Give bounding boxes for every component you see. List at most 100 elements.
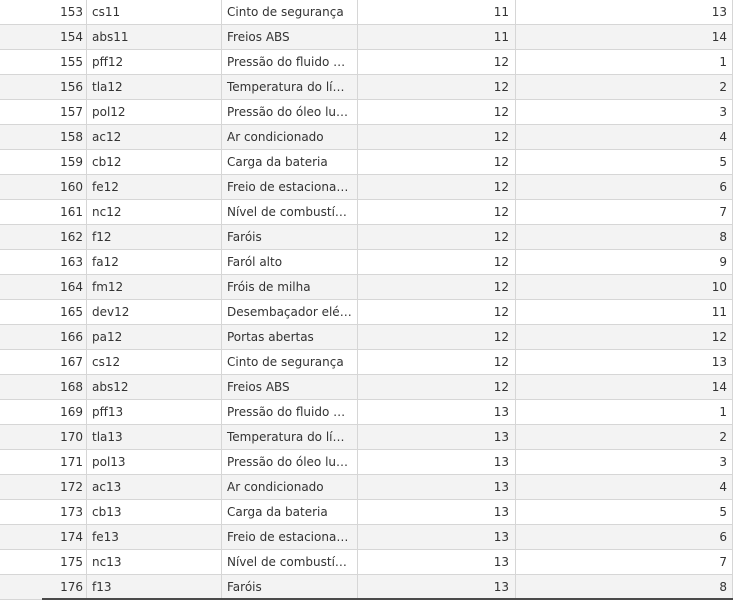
row-id-cell[interactable]: 160 xyxy=(0,175,87,199)
row-description-cell[interactable]: Freio de estacionamento xyxy=(222,175,358,199)
row-group-cell[interactable]: 12 xyxy=(358,150,516,174)
table-row[interactable]: 176 f13 Faróis 13 8 xyxy=(0,575,733,600)
row-description-cell[interactable]: Portas abertas xyxy=(222,325,358,349)
row-description-cell[interactable]: Nível de combustível xyxy=(222,200,358,224)
row-id-cell[interactable]: 156 xyxy=(0,75,87,99)
row-code-cell[interactable]: abs12 xyxy=(87,375,222,399)
row-group-cell[interactable]: 12 xyxy=(358,275,516,299)
row-code-cell[interactable]: f13 xyxy=(87,575,222,599)
row-description-cell[interactable]: Cinto de segurança xyxy=(222,0,358,24)
row-description-cell[interactable]: Temperatura do líquido xyxy=(222,425,358,449)
row-code-cell[interactable]: tla13 xyxy=(87,425,222,449)
row-group-cell[interactable]: 11 xyxy=(358,0,516,24)
row-group-cell[interactable]: 13 xyxy=(358,475,516,499)
table-row[interactable]: 153 cs11 Cinto de segurança 11 13 xyxy=(0,0,733,25)
row-order-cell[interactable]: 4 xyxy=(516,475,733,499)
row-group-cell[interactable]: 12 xyxy=(358,375,516,399)
row-code-cell[interactable]: pa12 xyxy=(87,325,222,349)
row-code-cell[interactable]: cb13 xyxy=(87,500,222,524)
row-id-cell[interactable]: 173 xyxy=(0,500,87,524)
row-code-cell[interactable]: nc13 xyxy=(87,550,222,574)
row-order-cell[interactable]: 6 xyxy=(516,525,733,549)
row-description-cell[interactable]: Cinto de segurança xyxy=(222,350,358,374)
row-order-cell[interactable]: 5 xyxy=(516,150,733,174)
row-id-cell[interactable]: 176 xyxy=(0,575,87,599)
row-group-cell[interactable]: 12 xyxy=(358,350,516,374)
row-code-cell[interactable]: abs11 xyxy=(87,25,222,49)
row-description-cell[interactable]: Pressão do fluido do freio xyxy=(222,50,358,74)
row-code-cell[interactable]: dev12 xyxy=(87,300,222,324)
row-id-cell[interactable]: 165 xyxy=(0,300,87,324)
row-id-cell[interactable]: 167 xyxy=(0,350,87,374)
row-order-cell[interactable]: 9 xyxy=(516,250,733,274)
table-row[interactable]: 154 abs11 Freios ABS 11 14 xyxy=(0,25,733,50)
row-id-cell[interactable]: 159 xyxy=(0,150,87,174)
row-description-cell[interactable]: Desembaçador elétrico xyxy=(222,300,358,324)
row-id-cell[interactable]: 171 xyxy=(0,450,87,474)
row-id-cell[interactable]: 161 xyxy=(0,200,87,224)
row-code-cell[interactable]: tla12 xyxy=(87,75,222,99)
row-group-cell[interactable]: 13 xyxy=(358,500,516,524)
row-description-cell[interactable]: Faróis xyxy=(222,575,358,599)
row-code-cell[interactable]: nc12 xyxy=(87,200,222,224)
row-order-cell[interactable]: 14 xyxy=(516,25,733,49)
row-code-cell[interactable]: ac12 xyxy=(87,125,222,149)
row-group-cell[interactable]: 12 xyxy=(358,300,516,324)
row-order-cell[interactable]: 11 xyxy=(516,300,733,324)
table-row[interactable]: 167 cs12 Cinto de segurança 12 13 xyxy=(0,350,733,375)
row-id-cell[interactable]: 154 xyxy=(0,25,87,49)
row-id-cell[interactable]: 170 xyxy=(0,425,87,449)
row-id-cell[interactable]: 155 xyxy=(0,50,87,74)
row-code-cell[interactable]: cb12 xyxy=(87,150,222,174)
row-group-cell[interactable]: 12 xyxy=(358,100,516,124)
row-description-cell[interactable]: Nível de combustível xyxy=(222,550,358,574)
table-row[interactable]: 158 ac12 Ar condicionado 12 4 xyxy=(0,125,733,150)
row-id-cell[interactable]: 153 xyxy=(0,0,87,24)
table-row[interactable]: 161 nc12 Nível de combustível 12 7 xyxy=(0,200,733,225)
row-code-cell[interactable]: fe12 xyxy=(87,175,222,199)
row-group-cell[interactable]: 13 xyxy=(358,400,516,424)
row-order-cell[interactable]: 1 xyxy=(516,400,733,424)
row-description-cell[interactable]: Freios ABS xyxy=(222,375,358,399)
row-code-cell[interactable]: pff13 xyxy=(87,400,222,424)
row-id-cell[interactable]: 158 xyxy=(0,125,87,149)
row-order-cell[interactable]: 1 xyxy=(516,50,733,74)
table-row[interactable]: 159 cb12 Carga da bateria 12 5 xyxy=(0,150,733,175)
row-group-cell[interactable]: 11 xyxy=(358,25,516,49)
table-row[interactable]: 168 abs12 Freios ABS 12 14 xyxy=(0,375,733,400)
row-id-cell[interactable]: 157 xyxy=(0,100,87,124)
table-row[interactable]: 163 fa12 Faról alto 12 9 xyxy=(0,250,733,275)
row-id-cell[interactable]: 166 xyxy=(0,325,87,349)
row-id-cell[interactable]: 162 xyxy=(0,225,87,249)
row-order-cell[interactable]: 7 xyxy=(516,200,733,224)
row-description-cell[interactable]: Faról alto xyxy=(222,250,358,274)
row-description-cell[interactable]: Carga da bateria xyxy=(222,500,358,524)
table-row[interactable]: 166 pa12 Portas abertas 12 12 xyxy=(0,325,733,350)
row-order-cell[interactable]: 13 xyxy=(516,0,733,24)
row-id-cell[interactable]: 174 xyxy=(0,525,87,549)
row-code-cell[interactable]: fe13 xyxy=(87,525,222,549)
row-order-cell[interactable]: 12 xyxy=(516,325,733,349)
row-id-cell[interactable]: 168 xyxy=(0,375,87,399)
table-row[interactable]: 172 ac13 Ar condicionado 13 4 xyxy=(0,475,733,500)
row-order-cell[interactable]: 3 xyxy=(516,450,733,474)
row-code-cell[interactable]: fa12 xyxy=(87,250,222,274)
row-description-cell[interactable]: Pressão do fluido do freio xyxy=(222,400,358,424)
row-id-cell[interactable]: 175 xyxy=(0,550,87,574)
row-description-cell[interactable]: Carga da bateria xyxy=(222,150,358,174)
row-code-cell[interactable]: cs12 xyxy=(87,350,222,374)
table-row[interactable]: 162 f12 Faróis 12 8 xyxy=(0,225,733,250)
row-order-cell[interactable]: 3 xyxy=(516,100,733,124)
row-description-cell[interactable]: Faróis xyxy=(222,225,358,249)
row-id-cell[interactable]: 169 xyxy=(0,400,87,424)
row-group-cell[interactable]: 12 xyxy=(358,250,516,274)
row-group-cell[interactable]: 13 xyxy=(358,550,516,574)
row-code-cell[interactable]: pol13 xyxy=(87,450,222,474)
row-order-cell[interactable]: 10 xyxy=(516,275,733,299)
row-code-cell[interactable]: ac13 xyxy=(87,475,222,499)
